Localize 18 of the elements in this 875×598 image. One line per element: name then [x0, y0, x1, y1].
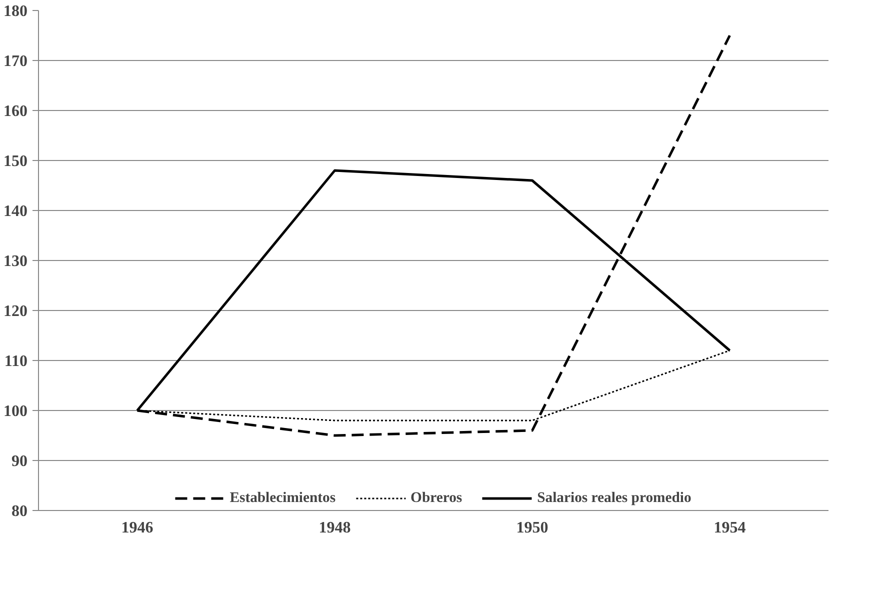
legend-label: Salarios reales promedio: [537, 490, 692, 506]
y-tick-label: 140: [4, 203, 28, 220]
x-tick-label: 1948: [318, 520, 351, 536]
y-tick-label: 160: [4, 103, 28, 120]
x-tick-label: 1950: [516, 520, 548, 536]
legend-label: Establecimientos: [230, 490, 336, 506]
y-tick-label: 120: [4, 303, 28, 320]
y-tick-label: 170: [4, 53, 28, 70]
y-tick-label: 110: [4, 353, 28, 370]
y-tick-label: 180: [4, 3, 28, 20]
y-tick-label: 90: [12, 453, 28, 470]
x-tick-label: 1946: [121, 520, 154, 536]
y-tick-label: 150: [4, 153, 28, 170]
x-tick-label: 1954: [714, 520, 746, 536]
y-tick-label: 80: [12, 503, 28, 520]
legend-label: Obreros: [410, 490, 462, 506]
y-tick-label: 100: [4, 403, 28, 420]
y-tick-label: 130: [4, 253, 28, 270]
